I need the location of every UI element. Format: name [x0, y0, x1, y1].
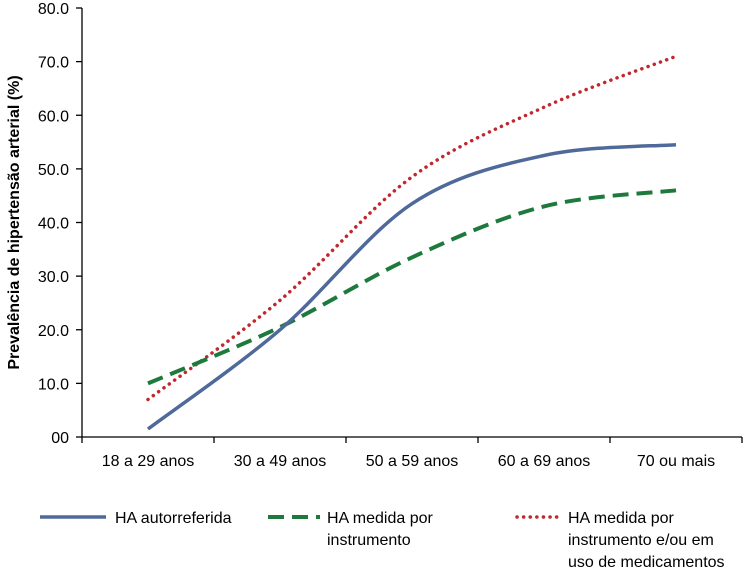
x-tick-label: 60 a 69 anos: [498, 453, 591, 470]
legend-label: instrumento: [327, 532, 411, 549]
legend-item-3: HA medida por instrumento e/ou em uso de m…: [515, 510, 725, 571]
legend-item-2: HA medida por instrumento: [268, 510, 434, 549]
y-tick-label: 20.0: [38, 323, 69, 340]
legend-label: HA autorreferida: [115, 510, 232, 527]
y-tick-label: 30.0: [38, 269, 69, 286]
legend-label: instrumento e/ou em: [568, 532, 714, 549]
series-line-2: [147, 188, 677, 386]
y-tick-label: 10.0: [38, 376, 69, 393]
x-tick-label: 30 a 49 anos: [234, 453, 327, 470]
y-ticks: 00 10.0 20.0 30.0 40.0 50.0 60.0 70.0 80.0: [38, 1, 82, 447]
legend-label: HA medida por: [568, 510, 675, 527]
x-tick-label: 70 ou mais: [637, 453, 715, 470]
legend-label: HA medida por: [327, 510, 434, 527]
y-tick-label: 40.0: [38, 216, 69, 233]
x-tick-label: 50 a 59 anos: [366, 453, 459, 470]
legend: HA autorreferida HA medida por instrumento…: [40, 510, 725, 571]
y-tick-label: 70.0: [38, 55, 69, 72]
series-lines: [146, 54, 678, 431]
y-tick-label: 50.0: [38, 162, 69, 179]
legend-item-1: HA autorreferida: [40, 510, 232, 527]
y-tick-label: 60.0: [38, 108, 69, 125]
axes: [81, 8, 742, 438]
x-ticks: 18 a 29 anos 30 a 49 anos 50 a 59 anos 60 a…: [81, 437, 743, 470]
series-line-1: [146, 142, 677, 431]
legend-label: uso de medicamentos: [568, 554, 725, 571]
y-tick-label: 80.0: [38, 1, 69, 18]
y-axis-title: Prevalência de hipertensão arterial (%): [6, 75, 23, 369]
series-line-3: [146, 54, 678, 402]
x-tick-label: 18 a 29 anos: [102, 453, 195, 470]
y-tick-label: 00: [51, 430, 69, 447]
